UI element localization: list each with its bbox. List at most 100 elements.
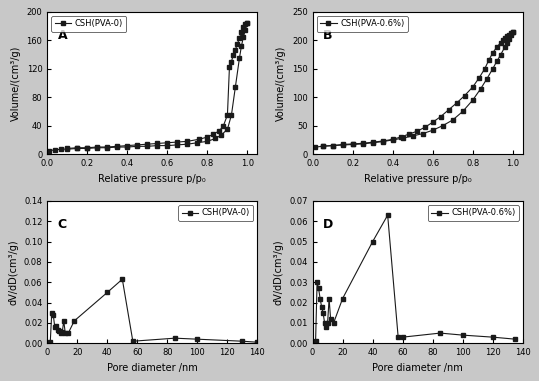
CSH(PVA-0): [58, 147, 65, 151]
CSH(PVA-0.6%): [399, 335, 406, 339]
CSH(PVA-0.6%): [437, 331, 444, 335]
CSH(PVA-0.6%): [512, 337, 519, 341]
CSH(PVA-0.6%): [315, 286, 322, 291]
CSH(PVA-0.6%): [460, 333, 466, 338]
CSH(PVA-0): [56, 329, 63, 333]
CSH(PVA-0): [239, 339, 246, 344]
CSH(PVA-0.6%): [509, 29, 516, 34]
CSH(PVA-0): [194, 141, 201, 145]
CSH(PVA-0): [244, 20, 251, 25]
CSH(PVA-0): [50, 312, 57, 317]
CSH(PVA-0): [228, 113, 234, 117]
CSH(PVA-0.6%): [503, 40, 510, 45]
Y-axis label: dV/dD(cm³/g): dV/dD(cm³/g): [274, 239, 284, 305]
CSH(PVA-0.6%): [327, 317, 334, 321]
CSH(PVA-0): [119, 277, 126, 282]
X-axis label: Pore diameter /nm: Pore diameter /nm: [107, 363, 198, 373]
Line: CSH(PVA-0): CSH(PVA-0): [47, 21, 249, 152]
CSH(PVA-0.6%): [450, 118, 456, 122]
X-axis label: Relative pressure p/p₀: Relative pressure p/p₀: [99, 174, 206, 184]
CSH(PVA-0): [71, 319, 78, 323]
Y-axis label: Volume/(cm³/g): Volume/(cm³/g): [11, 45, 21, 121]
CSH(PVA-0): [154, 143, 161, 148]
CSH(PVA-0): [46, 148, 52, 153]
CSH(PVA-0.6%): [478, 86, 484, 91]
Legend: CSH(PVA-0.6%): CSH(PVA-0.6%): [428, 205, 519, 221]
CSH(PVA-0): [53, 324, 59, 328]
CSH(PVA-0): [54, 328, 61, 332]
CSH(PVA-0.6%): [460, 109, 466, 114]
CSH(PVA-0.6%): [320, 144, 326, 149]
CSH(PVA-0): [52, 147, 59, 152]
CSH(PVA-0): [171, 336, 178, 341]
CSH(PVA-0): [58, 331, 64, 335]
CSH(PVA-0.6%): [340, 296, 346, 301]
CSH(PVA-0.6%): [395, 335, 402, 339]
CSH(PVA-0): [134, 144, 141, 149]
CSH(PVA-0.6%): [312, 145, 318, 150]
CSH(PVA-0): [194, 337, 201, 341]
CSH(PVA-0): [60, 319, 67, 323]
CSH(PVA-0.6%): [502, 45, 508, 50]
CSH(PVA-0): [242, 27, 248, 32]
CSH(PVA-0.6%): [326, 296, 333, 301]
Line: CSH(PVA-0): CSH(PVA-0): [49, 277, 259, 344]
CSH(PVA-0.6%): [317, 296, 323, 301]
CSH(PVA-0.6%): [369, 141, 376, 145]
CSH(PVA-0.6%): [410, 134, 416, 138]
Text: D: D: [323, 218, 333, 231]
CSH(PVA-0.6%): [390, 138, 396, 142]
CSH(PVA-0.6%): [340, 143, 346, 147]
Y-axis label: Volume/(cm³/g): Volume/(cm³/g): [277, 45, 286, 121]
CSH(PVA-0): [84, 146, 91, 151]
CSH(PVA-0.6%): [439, 123, 446, 128]
CSH(PVA-0.6%): [330, 321, 337, 325]
CSH(PVA-0): [184, 142, 191, 146]
CSH(PVA-0.6%): [349, 142, 356, 147]
CSH(PVA-0): [218, 133, 225, 137]
CSH(PVA-0): [129, 339, 136, 344]
CSH(PVA-0.6%): [469, 98, 476, 102]
CSH(PVA-0.6%): [323, 325, 329, 329]
CSH(PVA-0.6%): [497, 52, 504, 57]
CSH(PVA-0): [65, 331, 72, 335]
CSH(PVA-0): [74, 146, 80, 151]
CSH(PVA-0.6%): [321, 321, 328, 325]
CSH(PVA-0.6%): [379, 139, 386, 144]
CSH(PVA-0): [59, 330, 66, 335]
CSH(PVA-0.6%): [314, 280, 320, 285]
CSH(PVA-0.6%): [319, 304, 325, 309]
X-axis label: Pore diameter /nm: Pore diameter /nm: [372, 363, 463, 373]
CSH(PVA-0): [49, 311, 55, 315]
Line: CSH(PVA-0.6%): CSH(PVA-0.6%): [314, 213, 517, 343]
CSH(PVA-0): [164, 143, 171, 148]
Text: A: A: [58, 29, 67, 42]
Y-axis label: dV/dD(cm³/g): dV/dD(cm³/g): [8, 239, 18, 305]
CSH(PVA-0): [104, 146, 110, 150]
CSH(PVA-0.6%): [399, 136, 406, 141]
CSH(PVA-0): [47, 340, 53, 344]
X-axis label: Relative pressure p/p₀: Relative pressure p/p₀: [364, 174, 472, 184]
CSH(PVA-0.6%): [320, 311, 326, 315]
CSH(PVA-0.6%): [483, 77, 490, 81]
CSH(PVA-0.6%): [384, 213, 391, 218]
CSH(PVA-0): [240, 34, 247, 39]
CSH(PVA-0.6%): [369, 239, 376, 244]
CSH(PVA-0): [124, 145, 130, 149]
CSH(PVA-0): [104, 290, 110, 295]
Text: B: B: [323, 29, 333, 42]
Text: C: C: [58, 218, 67, 231]
Legend: CSH(PVA-0): CSH(PVA-0): [178, 205, 253, 221]
CSH(PVA-0.6%): [489, 66, 496, 71]
CSH(PVA-0.6%): [360, 142, 366, 146]
CSH(PVA-0.6%): [506, 36, 512, 41]
CSH(PVA-0.6%): [508, 32, 514, 37]
CSH(PVA-0): [236, 56, 243, 60]
Legend: CSH(PVA-0.6%): CSH(PVA-0.6%): [317, 16, 407, 32]
CSH(PVA-0): [212, 136, 219, 141]
CSH(PVA-0.6%): [419, 131, 426, 136]
CSH(PVA-0.6%): [329, 143, 336, 148]
CSH(PVA-0): [144, 144, 150, 149]
CSH(PVA-0.6%): [489, 335, 496, 339]
CSH(PVA-0.6%): [324, 321, 331, 325]
